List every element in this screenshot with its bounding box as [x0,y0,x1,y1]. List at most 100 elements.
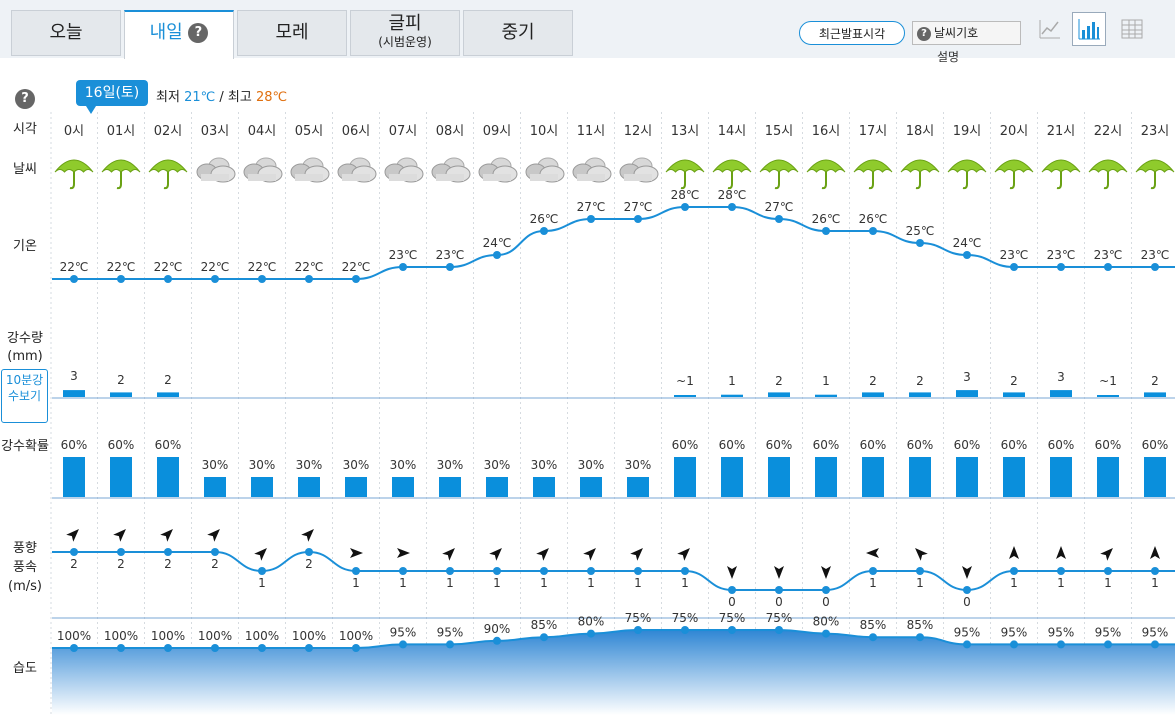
wind-speed-label: 2 [164,557,172,571]
prob-bar [674,457,696,497]
humidity-label: 85% [860,618,887,632]
temp-point [117,275,125,283]
prob-bar [251,477,273,497]
tab-day-after[interactable]: 모레 [237,10,347,56]
prob-label: 60% [108,438,135,452]
row-label-precip: 강수량 [7,331,43,346]
precip-label: 2 [869,374,877,388]
precip-label: 3 [1057,370,1065,384]
table-view-icon[interactable] [1115,12,1149,46]
date-badge: 16일(토) [76,80,148,114]
temp-point [211,275,219,283]
temp-point [446,263,454,271]
hour-label: 14시 [718,124,747,139]
temp-point [775,215,783,223]
wind-direction-arrow-icon [207,529,220,542]
wind-speed-label: 0 [775,595,783,609]
prob-bar [63,457,85,497]
humidity-point [728,626,736,634]
hour-label: 16시 [812,124,841,139]
cloud-icon [431,157,471,183]
hour-label: 19시 [953,124,982,139]
help-icon[interactable]: ? [15,88,35,109]
row-label-humidity: 습도 [13,661,37,676]
wind-speed-label: 1 [1104,576,1112,590]
temp-point [869,227,877,235]
min-value: 21℃ [184,90,216,105]
temp-label: 26℃ [530,212,559,226]
prob-label: 60% [954,438,981,452]
precip-label: 2 [117,373,125,387]
temp-point [258,275,266,283]
temp-point [916,239,924,247]
tab-midterm[interactable]: 중기 [463,10,573,56]
prob-bar [533,477,555,497]
humidity-point [70,644,78,652]
row-label-wind-dir: 풍향 [13,541,37,556]
cloud-icon [384,157,424,183]
humidity-point [587,629,595,638]
wind-speed-label: 0 [963,595,971,609]
wind-point [916,567,924,575]
wind-point [963,586,971,594]
wind-direction-arrow-icon [915,548,928,561]
precip-label: 3 [70,369,78,383]
prob-bar [580,477,602,497]
temp-point [681,203,689,211]
weather-symbol-label: 날씨기호 [934,26,979,40]
temp-point [540,227,548,235]
bar-graph-view-icon[interactable] [1072,12,1106,46]
precip-label: 3 [963,370,971,384]
wind-point [728,586,736,594]
wind-speed-label: 1 [540,576,548,590]
prob-label: 30% [202,458,229,472]
wind-speed-label: 1 [258,576,266,590]
humidity-point [681,626,689,634]
prob-label: 30% [437,458,464,472]
line-graph-view-icon[interactable] [1032,12,1066,46]
prob-bar [157,457,179,497]
min-max-temp: 최저 21℃ / 최고 28℃ [156,86,287,105]
ten-minute-precip-button[interactable]: 10분강수보기 [1,369,48,423]
precip-bar [721,394,743,397]
wind-point [869,567,877,575]
temp-label: 24℃ [953,236,982,250]
tab-third-day[interactable]: 글피 (시범운영) [350,10,460,56]
humidity-point [1057,640,1065,649]
wind-direction-arrow-icon [254,548,267,561]
temp-point [587,215,595,223]
temp-point [1104,263,1112,271]
humidity-point [117,644,125,652]
prob-label: 60% [672,438,699,452]
wind-speed-label: 1 [681,576,689,590]
humidity-label: 75% [625,611,652,625]
cloud-icon [196,157,236,183]
wind-direction-arrow-icon [1009,546,1019,559]
wind-direction-arrow-icon [962,566,972,579]
prob-bar [298,477,320,497]
tab-tomorrow[interactable]: 내일 ? [124,10,234,59]
hour-label: 18시 [906,124,935,139]
tab-today[interactable]: 오늘 [11,10,121,56]
weather-symbol-button[interactable]: ? 날씨기호 [912,21,1021,45]
umbrella-icon [853,159,893,190]
wind-speed-label: 1 [916,576,924,590]
tab-label: 중기 [501,22,535,43]
temp-label: 22℃ [154,260,183,274]
temp-label: 28℃ [671,188,700,202]
hour-label: 17시 [859,124,888,139]
temp-label: 22℃ [107,260,136,274]
humidity-label: 100% [245,629,279,643]
hour-label: 23시 [1141,124,1170,139]
prob-bar [862,457,884,497]
recent-release-button[interactable]: 최근발표시각 [799,21,905,45]
help-icon[interactable]: ? [188,23,209,43]
prob-bar [1144,457,1166,497]
cloud-icon [619,157,659,183]
wind-point [681,567,689,575]
humidity-label: 95% [390,625,417,639]
umbrella-icon [101,159,141,190]
temp-point [728,203,736,211]
humidity-point [916,633,924,642]
hour-label: 0시 [64,124,84,139]
